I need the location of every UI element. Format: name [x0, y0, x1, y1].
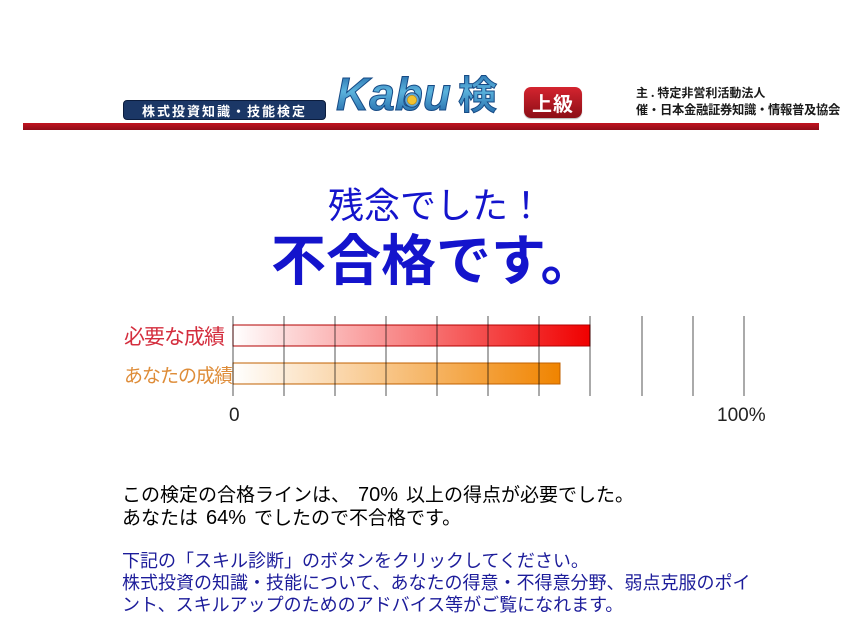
svg-text:0: 0	[229, 405, 240, 426]
svg-text:100%: 100%	[717, 405, 766, 426]
